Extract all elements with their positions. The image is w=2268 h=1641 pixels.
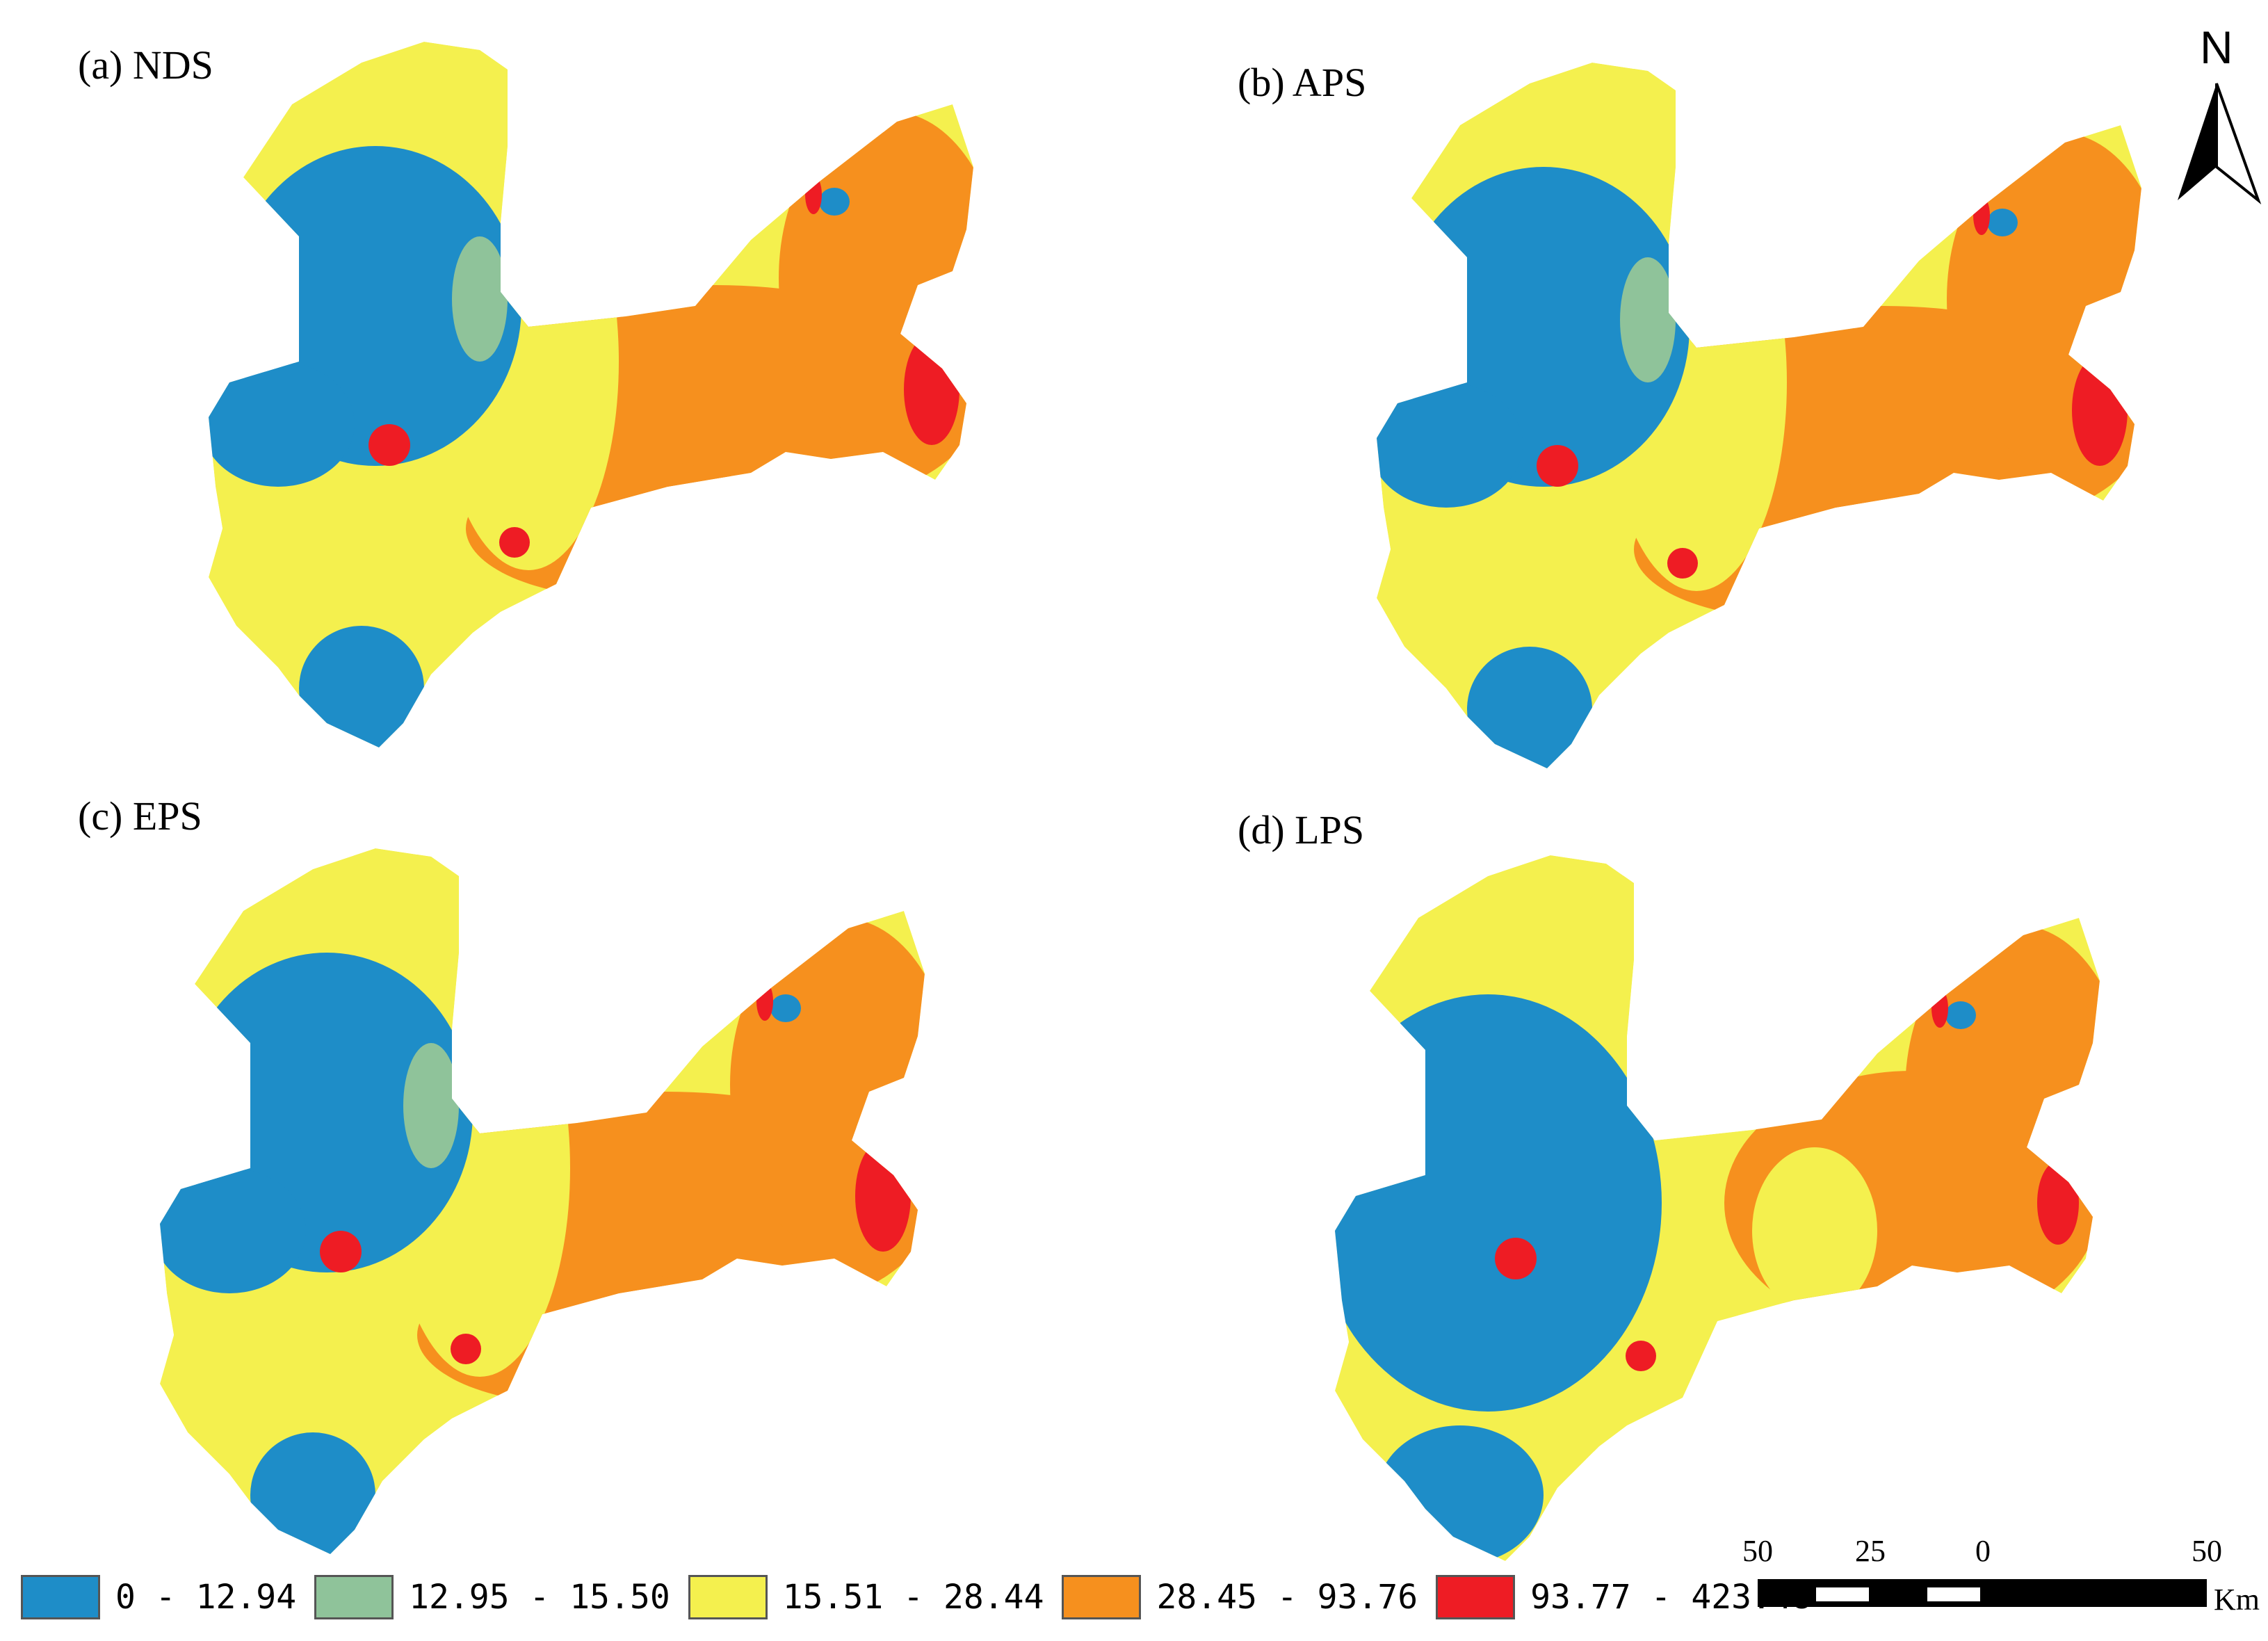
aps-map xyxy=(1377,63,2141,768)
map-zone xyxy=(2037,1161,2079,1245)
map-panel-aps: (b) APS xyxy=(1168,21,2268,807)
panel-label-nds: (a) NDS xyxy=(78,42,213,88)
panel-label-lps: (d) LPS xyxy=(1238,807,1365,852)
map-zone xyxy=(855,1140,911,1252)
scale-tick-label: 50 xyxy=(2192,1534,2222,1568)
map-zone xyxy=(1537,445,1578,487)
map-panel-nds: (a) NDS xyxy=(0,0,1126,786)
map-zone xyxy=(160,1168,306,1293)
map-zone xyxy=(819,188,850,216)
scale-tick-label: 50 xyxy=(1742,1534,1773,1568)
map-zone xyxy=(1377,1425,1544,1561)
map-zone xyxy=(904,334,959,445)
map-zone xyxy=(1947,132,2141,466)
legend-label: 0 - 12.94 xyxy=(115,1578,297,1617)
map-raster xyxy=(160,848,925,1554)
map-zone xyxy=(1335,994,1662,1412)
legend-swatch xyxy=(21,1575,100,1619)
map-zone xyxy=(1987,209,2018,236)
map-zone xyxy=(770,994,801,1022)
map-panel-eps: (c) EPS xyxy=(0,793,1078,1592)
map-zone xyxy=(1973,196,1990,235)
map-zone xyxy=(1931,989,1948,1028)
map-raster xyxy=(209,42,973,747)
map-raster xyxy=(1377,63,2141,768)
north-arrow-icon xyxy=(2178,83,2262,204)
map-zone xyxy=(730,918,925,1252)
map-zone xyxy=(1495,1238,1537,1279)
legend: 0 - 12.94 12.95 - 15.50 15.51 - 28.44 28… xyxy=(21,1573,1830,1622)
north-arrow: N xyxy=(2169,21,2267,209)
scale-bar-graphic xyxy=(1758,1579,2207,1607)
legend-swatch xyxy=(1062,1575,1142,1619)
scale-tick-label: 25 xyxy=(1855,1534,1886,1568)
lps-map xyxy=(1335,855,2100,1561)
map-zone xyxy=(1620,257,1676,382)
map-zone xyxy=(499,527,530,558)
map-zone xyxy=(756,982,773,1021)
legend-label: 15.51 - 28.44 xyxy=(782,1578,1044,1617)
nds-map xyxy=(209,42,973,747)
panel-label-eps: (c) EPS xyxy=(78,793,202,839)
legend-item: 0 - 12.94 xyxy=(21,1575,296,1619)
map-zone xyxy=(1377,382,1523,508)
map-zone xyxy=(452,236,508,362)
legend-label: 12.95 - 15.50 xyxy=(409,1578,670,1617)
map-zone xyxy=(779,111,973,445)
map-zone xyxy=(1467,647,1592,768)
map-panel-lps: (d) LPS xyxy=(1126,807,2253,1599)
map-zone xyxy=(2072,355,2128,466)
legend-item: 15.51 - 28.44 xyxy=(688,1575,1044,1619)
panel-label-aps: (b) APS xyxy=(1238,60,1367,105)
legend-swatch xyxy=(688,1575,768,1619)
map-zone xyxy=(389,848,487,973)
legend-item: 28.45 - 93.76 xyxy=(1062,1575,1418,1619)
map-raster xyxy=(1335,855,2100,1561)
map-zone xyxy=(1752,1147,1877,1314)
legend-label: 28.45 - 93.76 xyxy=(1156,1578,1418,1617)
map-zone xyxy=(805,175,822,214)
legend-item: 12.95 - 15.50 xyxy=(314,1575,670,1619)
map-zone xyxy=(1606,63,1703,188)
map-zone xyxy=(451,1334,481,1364)
scale-unit-label: Km xyxy=(2214,1583,2260,1617)
map-zone xyxy=(320,1231,362,1272)
scale-bar: 50 25 0 50 Km xyxy=(1742,1533,2268,1631)
map-zone xyxy=(1945,1001,1976,1029)
map-zone xyxy=(250,1432,375,1554)
legend-swatch xyxy=(1436,1575,1516,1619)
map-zone xyxy=(209,362,355,487)
eps-map xyxy=(160,848,925,1554)
map-zone xyxy=(1667,548,1698,579)
map-zone xyxy=(299,626,424,747)
map-zone xyxy=(438,42,535,167)
map-zone xyxy=(1905,925,2100,1259)
north-arrow-letter: N xyxy=(2200,22,2233,73)
map-zone xyxy=(403,1043,459,1168)
scale-tick-label: 0 xyxy=(1975,1534,1991,1568)
legend-swatch xyxy=(314,1575,394,1619)
map-zone xyxy=(368,424,410,466)
map-zone xyxy=(1626,1341,1656,1371)
